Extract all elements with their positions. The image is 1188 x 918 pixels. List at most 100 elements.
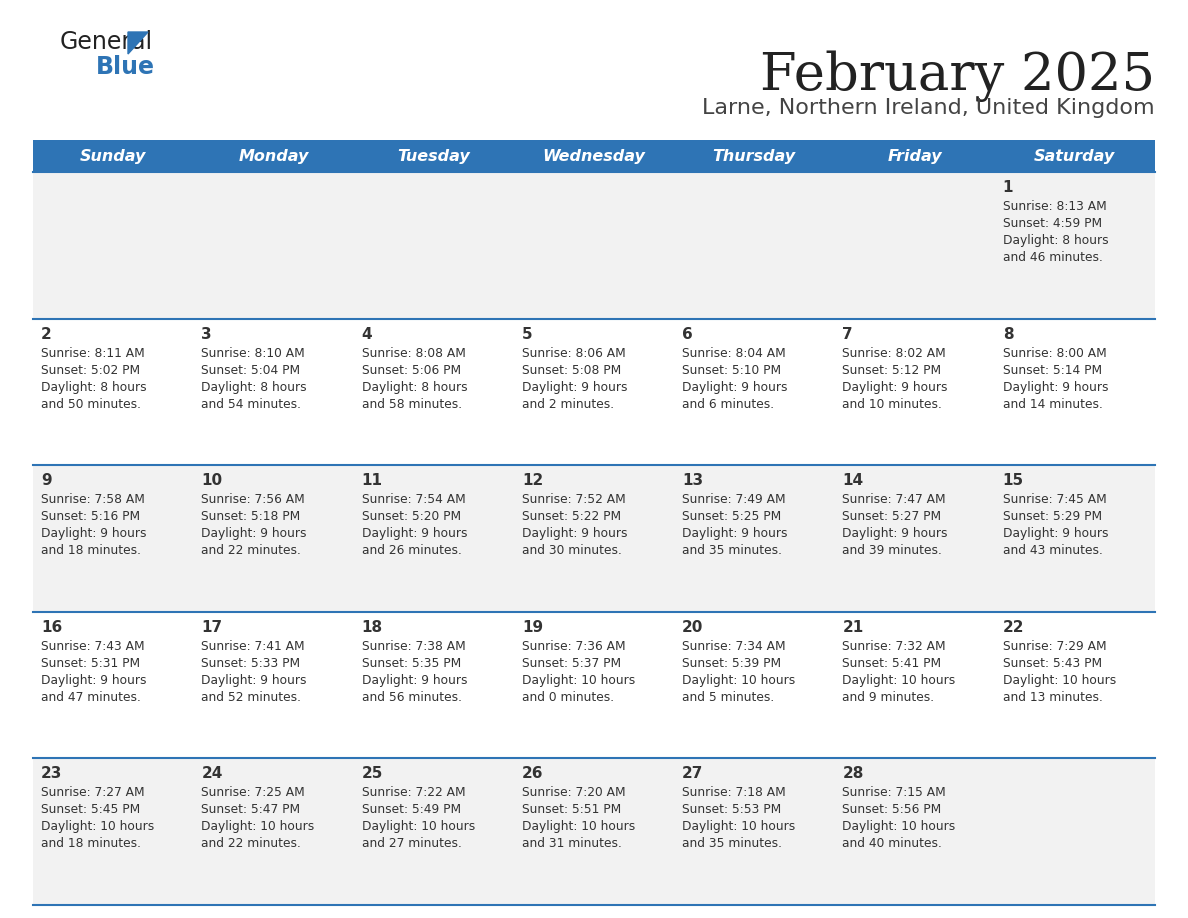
Text: Daylight: 8 hours: Daylight: 8 hours	[361, 381, 467, 394]
Text: Daylight: 9 hours: Daylight: 9 hours	[361, 527, 467, 540]
Text: Sunset: 5:33 PM: Sunset: 5:33 PM	[201, 656, 301, 670]
Text: Sunset: 5:41 PM: Sunset: 5:41 PM	[842, 656, 942, 670]
Text: Sunrise: 7:22 AM: Sunrise: 7:22 AM	[361, 787, 466, 800]
Bar	[33, 319, 1155, 465]
Text: 9: 9	[42, 473, 51, 488]
Text: and 18 minutes.: and 18 minutes.	[42, 837, 141, 850]
Text: and 5 minutes.: and 5 minutes.	[682, 691, 775, 704]
Text: and 39 minutes.: and 39 minutes.	[842, 544, 942, 557]
Text: 20: 20	[682, 620, 703, 635]
Text: 11: 11	[361, 473, 383, 488]
Text: Sunset: 5:12 PM: Sunset: 5:12 PM	[842, 364, 942, 376]
Bar	[994, 140, 1155, 172]
Text: Thursday: Thursday	[713, 149, 796, 163]
Text: and 58 minutes.: and 58 minutes.	[361, 397, 462, 410]
Text: 25: 25	[361, 767, 383, 781]
Text: and 54 minutes.: and 54 minutes.	[201, 397, 302, 410]
Text: Sunrise: 7:20 AM: Sunrise: 7:20 AM	[522, 787, 626, 800]
Text: and 22 minutes.: and 22 minutes.	[201, 544, 302, 557]
Text: Daylight: 9 hours: Daylight: 9 hours	[201, 527, 307, 540]
Text: Daylight: 10 hours: Daylight: 10 hours	[42, 821, 154, 834]
Text: Larne, Northern Ireland, United Kingdom: Larne, Northern Ireland, United Kingdom	[702, 98, 1155, 118]
Text: 3: 3	[201, 327, 211, 341]
Text: Daylight: 9 hours: Daylight: 9 hours	[42, 674, 146, 687]
Text: Daylight: 10 hours: Daylight: 10 hours	[1003, 674, 1116, 687]
Text: General: General	[61, 30, 153, 54]
Text: 10: 10	[201, 473, 222, 488]
Text: Wednesday: Wednesday	[543, 149, 645, 163]
Text: Sunset: 5:43 PM: Sunset: 5:43 PM	[1003, 656, 1101, 670]
Text: and 2 minutes.: and 2 minutes.	[522, 397, 614, 410]
Text: Sunrise: 7:43 AM: Sunrise: 7:43 AM	[42, 640, 145, 653]
Text: Sunset: 5:53 PM: Sunset: 5:53 PM	[682, 803, 782, 816]
Text: Sunset: 5:31 PM: Sunset: 5:31 PM	[42, 656, 140, 670]
Text: Saturday: Saturday	[1035, 149, 1116, 163]
Text: Sunset: 5:18 PM: Sunset: 5:18 PM	[201, 510, 301, 523]
Text: Daylight: 10 hours: Daylight: 10 hours	[842, 674, 955, 687]
Text: Monday: Monday	[239, 149, 309, 163]
Text: 15: 15	[1003, 473, 1024, 488]
Text: Tuesday: Tuesday	[397, 149, 470, 163]
Text: Sunrise: 8:02 AM: Sunrise: 8:02 AM	[842, 347, 946, 360]
Bar	[514, 140, 674, 172]
Text: Sunset: 5:08 PM: Sunset: 5:08 PM	[522, 364, 621, 376]
Text: Sunrise: 7:36 AM: Sunrise: 7:36 AM	[522, 640, 626, 653]
Text: Daylight: 9 hours: Daylight: 9 hours	[42, 527, 146, 540]
Text: Sunrise: 8:04 AM: Sunrise: 8:04 AM	[682, 347, 786, 360]
Polygon shape	[128, 32, 148, 54]
Text: and 27 minutes.: and 27 minutes.	[361, 837, 461, 850]
Text: and 13 minutes.: and 13 minutes.	[1003, 691, 1102, 704]
Text: Daylight: 10 hours: Daylight: 10 hours	[682, 674, 796, 687]
Text: Daylight: 9 hours: Daylight: 9 hours	[1003, 527, 1108, 540]
Text: and 40 minutes.: and 40 minutes.	[842, 837, 942, 850]
Text: 13: 13	[682, 473, 703, 488]
Text: 7: 7	[842, 327, 853, 341]
Bar	[33, 465, 1155, 611]
Text: Sunrise: 7:54 AM: Sunrise: 7:54 AM	[361, 493, 466, 506]
Text: 8: 8	[1003, 327, 1013, 341]
Text: and 10 minutes.: and 10 minutes.	[842, 397, 942, 410]
Text: Blue: Blue	[96, 55, 154, 79]
Text: 14: 14	[842, 473, 864, 488]
Text: and 47 minutes.: and 47 minutes.	[42, 691, 141, 704]
Text: Friday: Friday	[887, 149, 942, 163]
Text: Sunset: 5:04 PM: Sunset: 5:04 PM	[201, 364, 301, 376]
Text: Sunset: 5:02 PM: Sunset: 5:02 PM	[42, 364, 140, 376]
Text: Sunset: 5:20 PM: Sunset: 5:20 PM	[361, 510, 461, 523]
Text: and 6 minutes.: and 6 minutes.	[682, 397, 775, 410]
Text: Sunset: 5:06 PM: Sunset: 5:06 PM	[361, 364, 461, 376]
Text: Sunset: 5:39 PM: Sunset: 5:39 PM	[682, 656, 782, 670]
Text: 12: 12	[522, 473, 543, 488]
Text: Daylight: 10 hours: Daylight: 10 hours	[842, 821, 955, 834]
Text: Sunrise: 8:08 AM: Sunrise: 8:08 AM	[361, 347, 466, 360]
Text: Sunset: 4:59 PM: Sunset: 4:59 PM	[1003, 217, 1101, 230]
Bar	[674, 140, 834, 172]
Text: and 14 minutes.: and 14 minutes.	[1003, 397, 1102, 410]
Text: 27: 27	[682, 767, 703, 781]
Bar	[33, 611, 1155, 758]
Text: Sunrise: 7:45 AM: Sunrise: 7:45 AM	[1003, 493, 1106, 506]
Text: Sunrise: 7:27 AM: Sunrise: 7:27 AM	[42, 787, 145, 800]
Text: Sunrise: 8:10 AM: Sunrise: 8:10 AM	[201, 347, 305, 360]
Text: Sunrise: 7:41 AM: Sunrise: 7:41 AM	[201, 640, 305, 653]
Text: Sunset: 5:47 PM: Sunset: 5:47 PM	[201, 803, 301, 816]
Text: Sunrise: 7:15 AM: Sunrise: 7:15 AM	[842, 787, 946, 800]
Text: Sunset: 5:51 PM: Sunset: 5:51 PM	[522, 803, 621, 816]
Text: 16: 16	[42, 620, 62, 635]
Text: Daylight: 9 hours: Daylight: 9 hours	[522, 527, 627, 540]
Text: Daylight: 10 hours: Daylight: 10 hours	[522, 821, 636, 834]
Text: Daylight: 10 hours: Daylight: 10 hours	[682, 821, 796, 834]
Text: 18: 18	[361, 620, 383, 635]
Text: Sunset: 5:25 PM: Sunset: 5:25 PM	[682, 510, 782, 523]
Text: Sunset: 5:35 PM: Sunset: 5:35 PM	[361, 656, 461, 670]
Text: Sunrise: 7:56 AM: Sunrise: 7:56 AM	[201, 493, 305, 506]
Text: Sunrise: 7:52 AM: Sunrise: 7:52 AM	[522, 493, 626, 506]
Text: and 0 minutes.: and 0 minutes.	[522, 691, 614, 704]
Text: and 35 minutes.: and 35 minutes.	[682, 544, 782, 557]
Text: Sunrise: 7:34 AM: Sunrise: 7:34 AM	[682, 640, 785, 653]
Text: Sunset: 5:10 PM: Sunset: 5:10 PM	[682, 364, 782, 376]
Text: Daylight: 9 hours: Daylight: 9 hours	[842, 381, 948, 394]
Text: 19: 19	[522, 620, 543, 635]
Text: 2: 2	[42, 327, 52, 341]
Text: Daylight: 9 hours: Daylight: 9 hours	[361, 674, 467, 687]
